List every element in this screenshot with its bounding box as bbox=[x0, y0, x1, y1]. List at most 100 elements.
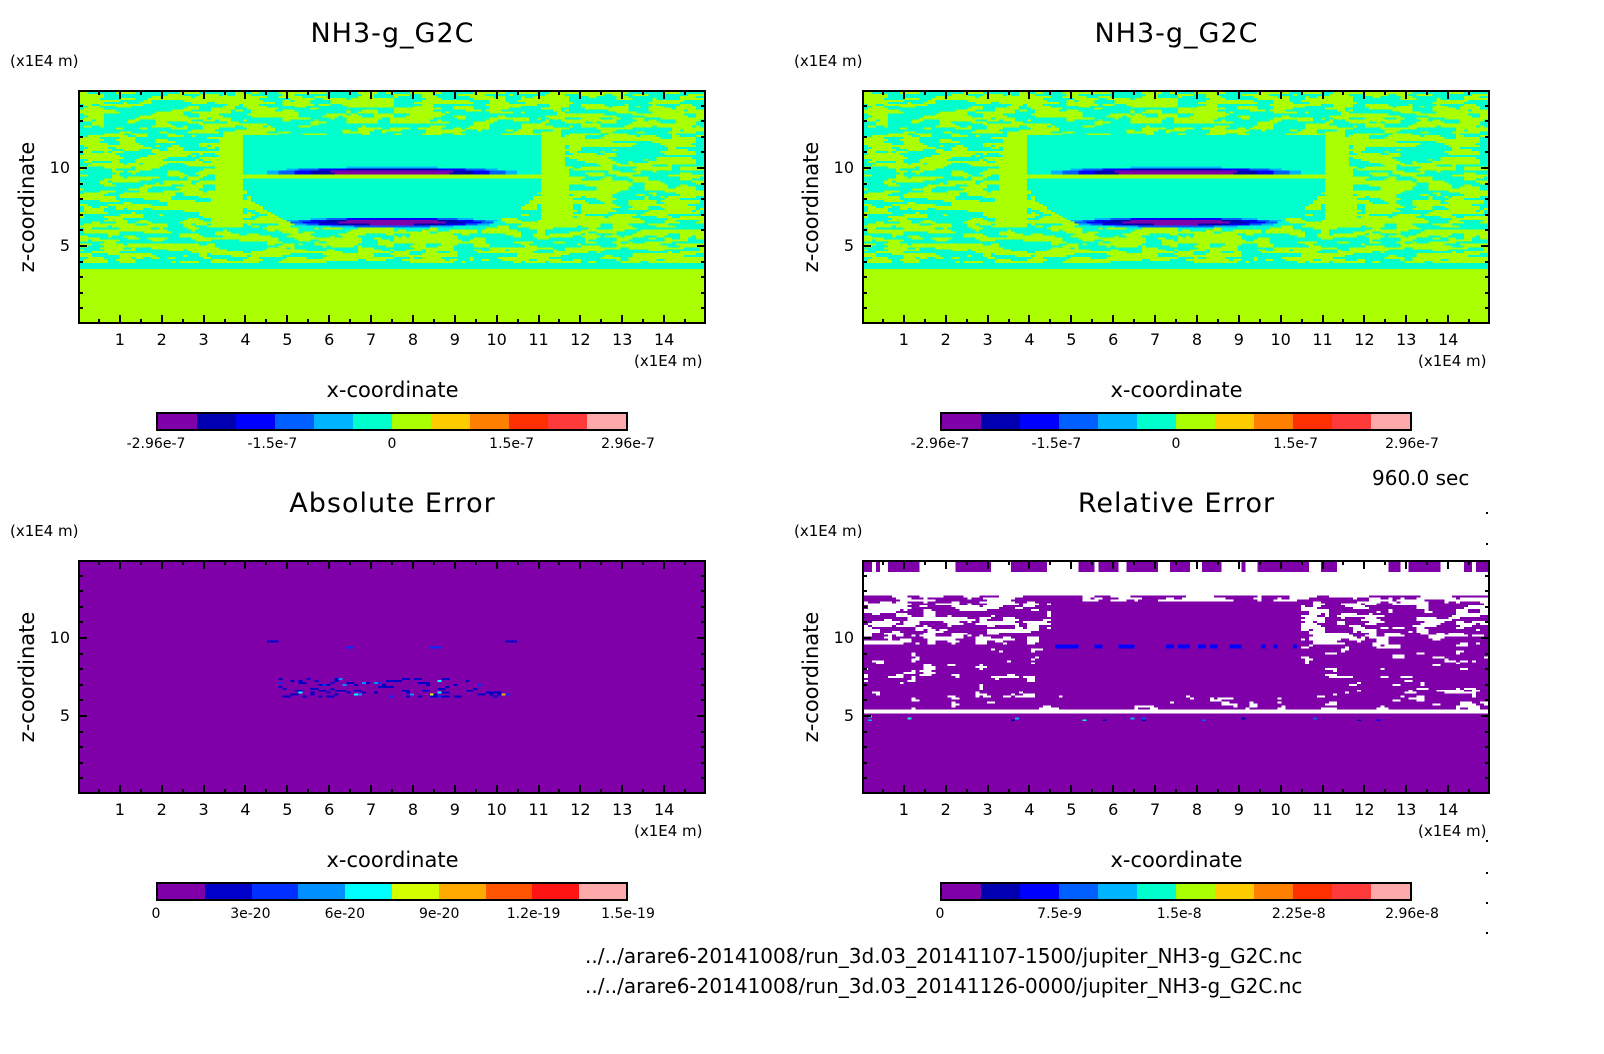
colorbar-segment bbox=[1020, 414, 1059, 429]
x-major-tick bbox=[902, 315, 905, 324]
y-minor-tick bbox=[862, 761, 867, 764]
colorbar-segment bbox=[548, 414, 587, 429]
y-minor-tick bbox=[862, 307, 867, 310]
x-tick-label: 13 bbox=[1396, 330, 1417, 349]
x-minor-tick bbox=[139, 90, 142, 95]
y-minor-tick bbox=[862, 590, 867, 593]
x-tick-label: 3 bbox=[982, 800, 993, 819]
contour-field bbox=[80, 562, 704, 792]
colorbar-label: -1.5e-7 bbox=[1031, 436, 1082, 452]
colorbar-segment bbox=[1371, 884, 1410, 899]
x-minor-tick bbox=[1091, 560, 1094, 565]
x-minor-tick bbox=[600, 789, 603, 794]
y-minor-tick bbox=[862, 229, 867, 232]
x-major-tick bbox=[1195, 315, 1198, 324]
x-minor-tick bbox=[642, 90, 645, 95]
x-major-tick bbox=[1195, 560, 1198, 569]
x-minor-tick bbox=[642, 789, 645, 794]
colorbar-segment bbox=[1215, 414, 1254, 429]
x-tick-label: 9 bbox=[1233, 800, 1244, 819]
marker-dot bbox=[1486, 932, 1488, 934]
x-tick-label: 11 bbox=[1312, 330, 1333, 349]
colorbar-segment bbox=[438, 884, 486, 899]
y-minor-tick bbox=[862, 730, 867, 733]
x-axis-label: x-coordinate bbox=[326, 848, 459, 872]
colorbar-segment bbox=[251, 884, 299, 899]
x-minor-tick bbox=[1426, 560, 1429, 565]
x-major-tick bbox=[986, 785, 989, 794]
y-tick-label: 5 bbox=[59, 236, 70, 255]
x-minor-tick bbox=[1216, 560, 1219, 565]
y-minor-tick bbox=[701, 683, 706, 686]
y-minor-tick bbox=[1485, 260, 1490, 263]
y-minor-tick bbox=[701, 761, 706, 764]
y-major-tick bbox=[862, 637, 871, 639]
x-major-tick bbox=[411, 785, 414, 794]
x-major-tick bbox=[495, 560, 498, 569]
x-major-tick bbox=[1279, 785, 1282, 794]
y-minor-tick bbox=[1485, 590, 1490, 593]
x-major-tick bbox=[986, 560, 989, 569]
y-minor-tick bbox=[701, 291, 706, 294]
y-minor-tick bbox=[862, 135, 867, 138]
x-tick-label: 6 bbox=[1108, 330, 1119, 349]
x-minor-tick bbox=[1426, 319, 1429, 324]
colorbar-label: 0 bbox=[151, 906, 161, 922]
y-major-tick bbox=[862, 245, 871, 247]
x-tick-label: 1 bbox=[114, 330, 125, 349]
x-tick-label: 10 bbox=[1270, 330, 1291, 349]
y-minor-tick bbox=[701, 605, 706, 608]
x-minor-tick bbox=[965, 319, 968, 324]
y-tick-label: 5 bbox=[843, 236, 854, 255]
y-minor-tick bbox=[78, 652, 83, 655]
x-minor-tick bbox=[923, 90, 926, 95]
y-minor-tick bbox=[78, 151, 83, 154]
x-tick-label: 5 bbox=[282, 330, 293, 349]
x-minor-tick bbox=[1300, 560, 1303, 565]
x-tick-label: 1 bbox=[114, 800, 125, 819]
x-minor-tick bbox=[265, 319, 268, 324]
y-minor-tick bbox=[862, 120, 867, 123]
x-major-tick bbox=[1405, 785, 1408, 794]
colorbar-segment bbox=[485, 884, 533, 899]
y-minor-tick bbox=[862, 198, 867, 201]
x-minor-tick bbox=[1342, 560, 1345, 565]
colorbar-label: 2.25e-8 bbox=[1271, 906, 1326, 922]
y-major-tick bbox=[697, 715, 706, 717]
x-minor-tick bbox=[181, 319, 184, 324]
colorbar-segment bbox=[158, 884, 205, 899]
x-minor-tick bbox=[684, 319, 687, 324]
colorbar-segment bbox=[1254, 414, 1293, 429]
x-tick-label: 14 bbox=[1437, 800, 1459, 819]
x-minor-tick bbox=[181, 560, 184, 565]
colorbar-segment bbox=[197, 414, 236, 429]
x-tick-label: 12 bbox=[1354, 800, 1375, 819]
x-tick-label: 3 bbox=[198, 330, 209, 349]
y-major-tick bbox=[78, 245, 87, 247]
x-tick-label: 6 bbox=[324, 330, 335, 349]
x-major-tick bbox=[1112, 785, 1115, 794]
x-major-tick bbox=[118, 560, 121, 569]
x-minor-tick bbox=[139, 319, 142, 324]
x-minor-tick bbox=[642, 319, 645, 324]
x-major-tick bbox=[902, 90, 905, 99]
x-tick-label: 13 bbox=[612, 800, 633, 819]
x-tick-label: 7 bbox=[365, 800, 377, 819]
x-minor-tick bbox=[1300, 90, 1303, 95]
plot-title: NH3-g_G2C bbox=[310, 18, 475, 49]
y-minor-tick bbox=[701, 652, 706, 655]
colorbar-label: 3e-20 bbox=[230, 906, 271, 922]
colorbar-segment bbox=[298, 884, 346, 899]
x-minor-tick bbox=[1342, 90, 1345, 95]
y-minor-tick bbox=[701, 777, 706, 780]
x-minor-tick bbox=[1216, 90, 1219, 95]
x-major-tick bbox=[1447, 560, 1450, 569]
x-major-tick bbox=[286, 315, 289, 324]
x-major-tick bbox=[411, 90, 414, 99]
y-minor-tick bbox=[701, 260, 706, 263]
x-major-tick bbox=[328, 560, 331, 569]
y-tick-label: 5 bbox=[59, 706, 70, 725]
colorbar-segment bbox=[1176, 414, 1215, 429]
y-minor-tick bbox=[1485, 746, 1490, 749]
colorbar-segment bbox=[1332, 414, 1371, 429]
